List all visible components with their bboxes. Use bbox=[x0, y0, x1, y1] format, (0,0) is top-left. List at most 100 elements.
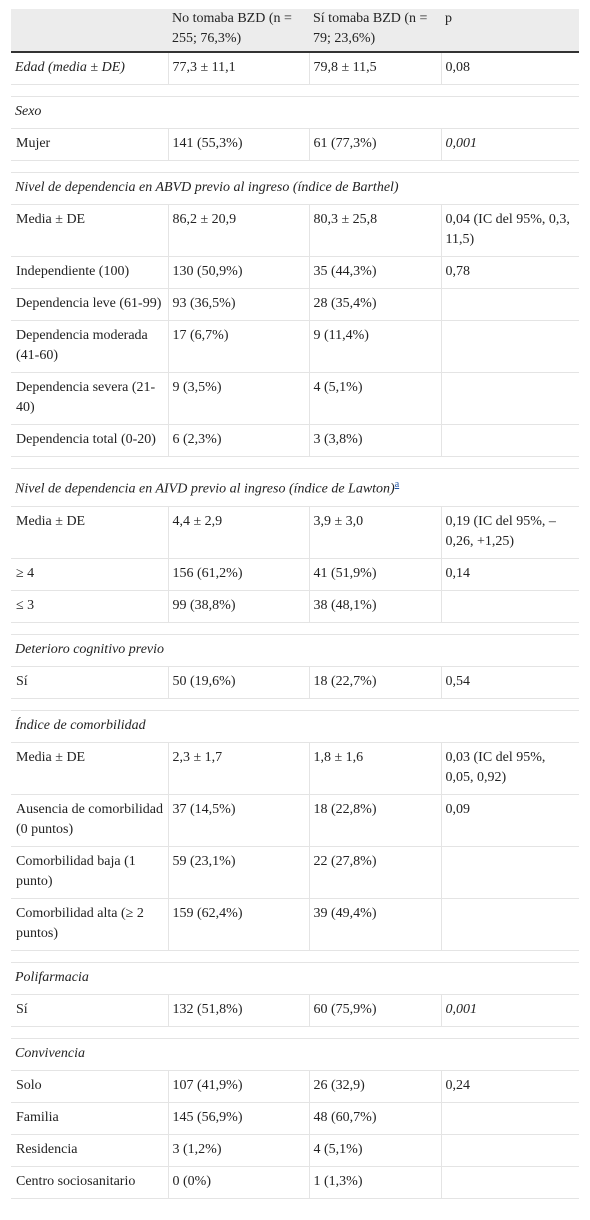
cell-no: 3 (1,2%) bbox=[167, 1133, 309, 1167]
table-row: Residencia 3 (1,2%) 4 (5,1%) bbox=[11, 1133, 579, 1167]
section-convivencia: Convivencia bbox=[11, 1037, 579, 1071]
table-row: Familia 145 (56,9%) 48 (60,7%) bbox=[11, 1101, 579, 1135]
table-row: ≥ 4 156 (61,2%) 41 (51,9%) 0,14 bbox=[11, 557, 579, 591]
cell-si: 18 (22,7%) bbox=[308, 665, 441, 699]
table-row: Sí 132 (51,8%) 60 (75,9%) 0,001 bbox=[11, 993, 579, 1027]
header-no-bzd: No tomaba BZD (n = 255; 76,3%) bbox=[168, 9, 309, 53]
section-aivd-label: Nivel de dependencia en AIVD previo al i… bbox=[15, 481, 395, 497]
cell-p bbox=[440, 1133, 579, 1167]
cell-si: 9 (11,4%) bbox=[308, 320, 441, 373]
cell-p: 0,78 bbox=[440, 256, 579, 289]
section-row: Nivel de dependencia en AIVD previo al i… bbox=[11, 468, 579, 507]
section-row: Convivencia bbox=[11, 1037, 579, 1071]
cell-no: 99 (38,8%) bbox=[167, 589, 309, 623]
cell-si: 4 (5,1%) bbox=[308, 1133, 441, 1167]
section-row: Índice de comorbilidad bbox=[11, 709, 579, 743]
cell-p: 0,08 bbox=[440, 51, 579, 85]
row-label: Media ± DE bbox=[11, 505, 168, 559]
cell-si: 38 (48,1%) bbox=[308, 589, 441, 623]
table-row: Solo 107 (41,9%) 26 (32,9) 0,24 bbox=[11, 1069, 579, 1103]
section-row: Deterioro cognitivo previo bbox=[11, 633, 579, 667]
row-label: Solo bbox=[11, 1069, 168, 1103]
table-row: Sí 50 (19,6%) 18 (22,7%) 0,54 bbox=[11, 665, 579, 699]
cell-no: 159 (62,4%) bbox=[167, 897, 309, 951]
cell-no: 132 (51,8%) bbox=[167, 993, 309, 1027]
cell-si: 4 (5,1%) bbox=[308, 372, 441, 425]
cell-no: 77,3 ± 11,1 bbox=[167, 51, 309, 85]
table-row: Media ± DE 86,2 ± 20,9 80,3 ± 25,8 0,04 … bbox=[11, 204, 579, 257]
cell-p bbox=[440, 424, 579, 457]
cell-si: 3 (3,8%) bbox=[308, 424, 441, 457]
cell-p: 0,09 bbox=[440, 793, 579, 847]
row-label: Comorbilidad baja (1 punto) bbox=[11, 845, 168, 899]
cell-no: 17 (6,7%) bbox=[167, 320, 309, 373]
table-row: Comorbilidad alta (≥ 2 puntos) 159 (62,4… bbox=[11, 897, 579, 951]
cell-si: 48 (60,7%) bbox=[308, 1101, 441, 1135]
spacer-row bbox=[11, 697, 579, 711]
table-row: Dependencia total (0-20) 6 (2,3%) 3 (3,8… bbox=[11, 424, 579, 457]
cell-p: 0,14 bbox=[440, 557, 579, 591]
cell-no: 0 (0%) bbox=[167, 1165, 309, 1199]
cell-si: 79,8 ± 11,5 bbox=[308, 51, 441, 85]
cell-p bbox=[440, 372, 579, 425]
row-label: Media ± DE bbox=[11, 741, 168, 795]
cell-no: 2,3 ± 1,7 bbox=[167, 741, 309, 795]
cell-p: 0,24 bbox=[440, 1069, 579, 1103]
cell-si: 1 (1,3%) bbox=[308, 1165, 441, 1199]
row-label: Familia bbox=[11, 1101, 168, 1135]
row-label: Media ± DE bbox=[11, 204, 168, 257]
row-label: Residencia bbox=[11, 1133, 168, 1167]
section-comorbilidad: Índice de comorbilidad bbox=[11, 709, 579, 743]
row-label: Dependencia severa (21-40) bbox=[11, 372, 168, 425]
cell-si: 80,3 ± 25,8 bbox=[308, 204, 441, 257]
cell-si: 61 (77,3%) bbox=[308, 128, 441, 161]
table-row: Media ± DE 4,4 ± 2,9 3,9 ± 3,0 0,19 (IC … bbox=[11, 505, 579, 559]
section-aivd: Nivel de dependencia en AIVD previo al i… bbox=[11, 468, 579, 507]
section-row: Nivel de dependencia en ABVD previo al i… bbox=[11, 172, 579, 205]
table-row: ≤ 3 99 (38,8%) 38 (48,1%) bbox=[11, 589, 579, 623]
comparison-table: No tomaba BZD (n = 255; 76,3%) Sí tomaba… bbox=[11, 9, 579, 1199]
spacer-row bbox=[11, 160, 579, 173]
cell-p bbox=[440, 1165, 579, 1199]
spacer-row bbox=[11, 949, 579, 963]
cell-si: 1,8 ± 1,6 bbox=[308, 741, 441, 795]
table-row: Comorbilidad baja (1 punto) 59 (23,1%) 2… bbox=[11, 845, 579, 899]
cell-si: 28 (35,4%) bbox=[308, 288, 441, 321]
cell-no: 93 (36,5%) bbox=[167, 288, 309, 321]
cell-no: 6 (2,3%) bbox=[167, 424, 309, 457]
row-label: Sí bbox=[11, 665, 168, 699]
spacer-row bbox=[11, 621, 579, 635]
cell-no: 50 (19,6%) bbox=[167, 665, 309, 699]
row-label: ≥ 4 bbox=[11, 557, 168, 591]
row-label: Dependencia moderada (41-60) bbox=[11, 320, 168, 373]
header-row: No tomaba BZD (n = 255; 76,3%) Sí tomaba… bbox=[11, 9, 579, 53]
cell-si: 26 (32,9) bbox=[308, 1069, 441, 1103]
table-row: Dependencia severa (21-40) 9 (3,5%) 4 (5… bbox=[11, 372, 579, 425]
spacer-row bbox=[11, 84, 579, 97]
table-row: Mujer 141 (55,3%) 61 (77,3%) 0,001 bbox=[11, 128, 579, 161]
cell-p bbox=[440, 845, 579, 899]
footnote-link[interactable]: a bbox=[394, 479, 400, 490]
cell-no: 107 (41,9%) bbox=[167, 1069, 309, 1103]
spacer-row bbox=[11, 1025, 579, 1039]
table-row: Dependencia leve (61-99) 93 (36,5%) 28 (… bbox=[11, 288, 579, 321]
cell-p: 0,04 (IC del 95%, 0,3, 11,5) bbox=[440, 204, 579, 257]
row-label: Edad (media ± DE) bbox=[11, 51, 168, 85]
row-label: Independiente (100) bbox=[11, 256, 168, 289]
table-row: Media ± DE 2,3 ± 1,7 1,8 ± 1,6 0,03 (IC … bbox=[11, 741, 579, 795]
cell-no: 37 (14,5%) bbox=[167, 793, 309, 847]
row-label: Sí bbox=[11, 993, 168, 1027]
row-label: Dependencia total (0-20) bbox=[11, 424, 168, 457]
table-row: Independiente (100) 130 (50,9%) 35 (44,3… bbox=[11, 256, 579, 289]
section-deterioro: Deterioro cognitivo previo bbox=[11, 633, 579, 667]
table-row: Centro sociosanitario 0 (0%) 1 (1,3%) bbox=[11, 1165, 579, 1199]
cell-si: 18 (22,8%) bbox=[308, 793, 441, 847]
table-row: Dependencia moderada (41-60) 17 (6,7%) 9… bbox=[11, 320, 579, 373]
cell-si: 60 (75,9%) bbox=[308, 993, 441, 1027]
cell-no: 156 (61,2%) bbox=[167, 557, 309, 591]
section-row: Sexo bbox=[11, 96, 579, 129]
cell-p bbox=[440, 288, 579, 321]
header-empty bbox=[11, 9, 168, 53]
cell-p: 0,19 (IC del 95%, –0,26, +1,25) bbox=[440, 505, 579, 559]
cell-no: 86,2 ± 20,9 bbox=[167, 204, 309, 257]
